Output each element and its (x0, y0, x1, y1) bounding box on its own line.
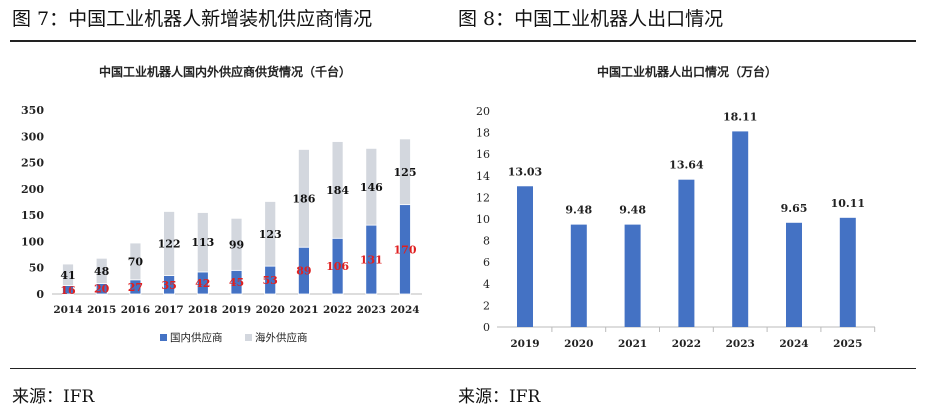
data-label: 42 (195, 277, 210, 290)
data-label: 113 (191, 236, 214, 249)
x-tick-label: 2023 (726, 338, 755, 350)
y-tick-label: 0 (483, 321, 490, 334)
bar-overseas (297, 149, 310, 248)
legend-swatch (245, 334, 252, 341)
data-label: 170 (394, 243, 417, 256)
data-label: 20 (94, 283, 110, 296)
data-label: 48 (94, 265, 110, 278)
legend-label: 海外供应商 (255, 331, 308, 344)
top-rule (10, 40, 916, 42)
bar-overseas (264, 201, 277, 267)
figure-7-source: 来源：IFR (12, 387, 95, 407)
figure-7-caption: 图 7：中国工业机器人新增装机供应商情况 (12, 8, 373, 30)
y-tick-label: 8 (483, 235, 490, 248)
data-label: 10.11 (831, 197, 865, 210)
bar-overseas (331, 141, 344, 239)
y-tick-label: 2 (483, 299, 490, 312)
x-tick-label: 2019 (510, 338, 539, 350)
y-tick-label: 0 (36, 288, 44, 301)
y-tick-label: 150 (21, 209, 44, 222)
bottom-rule (10, 368, 916, 369)
data-label: 18.11 (723, 110, 757, 123)
data-label: 99 (229, 238, 244, 251)
y-tick-label: 300 (21, 130, 44, 143)
y-tick-label: 50 (29, 262, 45, 275)
y-tick-label: 14 (476, 170, 490, 183)
x-tick-label: 2021 (289, 304, 318, 316)
x-tick-label: 2020 (564, 338, 593, 350)
y-tick-label: 18 (476, 127, 490, 140)
chart-title: 中国工业机器人国内外供应商供货情况（千台） (99, 64, 351, 79)
x-tick-label: 2022 (672, 338, 701, 350)
bar-overseas (95, 257, 108, 284)
data-label: 106 (326, 260, 349, 273)
data-label: 146 (360, 181, 383, 194)
data-label: 125 (394, 166, 417, 179)
x-tick-label: 2025 (833, 338, 862, 350)
x-tick-label: 2017 (154, 304, 183, 316)
figure-8-source: 来源：IFR (458, 387, 541, 407)
data-label: 89 (296, 265, 311, 278)
x-tick-label: 2019 (222, 304, 251, 316)
data-label: 186 (292, 192, 315, 205)
x-tick-label: 2024 (779, 338, 808, 350)
y-tick-label: 200 (21, 183, 44, 196)
y-tick-label: 6 (483, 256, 490, 269)
data-label: 9.65 (781, 202, 808, 215)
data-label: 53 (263, 274, 278, 287)
x-tick-label: 2021 (618, 338, 647, 350)
bar (786, 222, 802, 327)
legend-swatch (160, 334, 167, 341)
bar-overseas (365, 147, 378, 226)
bar-overseas (129, 242, 142, 281)
y-tick-label: 250 (21, 157, 44, 170)
bar-overseas (62, 263, 74, 286)
data-label: 131 (360, 254, 383, 267)
x-tick-label: 2014 (53, 304, 82, 316)
bar (624, 224, 641, 327)
bar (517, 186, 533, 327)
bar (732, 131, 749, 327)
data-label: 123 (259, 228, 282, 241)
bar-overseas (230, 217, 243, 271)
y-tick-label: 12 (476, 191, 490, 204)
y-tick-label: 20 (476, 105, 490, 118)
legend-label: 国内供应商 (170, 331, 223, 344)
x-tick-label: 2018 (188, 304, 217, 316)
bar-overseas (399, 138, 411, 206)
data-label: 70 (128, 255, 144, 268)
data-label: 35 (161, 279, 176, 292)
data-label: 41 (60, 269, 75, 282)
data-label: 122 (158, 238, 181, 251)
y-tick-label: 4 (483, 278, 490, 291)
data-label: 27 (128, 281, 143, 294)
figure-8-caption: 图 8：中国工业机器人出口情况 (458, 8, 724, 30)
bar (839, 217, 856, 327)
x-tick-label: 2024 (390, 304, 419, 316)
data-label: 45 (229, 276, 244, 289)
chart-title: 中国工业机器人出口情况（万台） (597, 64, 777, 79)
x-tick-label: 2020 (256, 304, 285, 316)
y-tick-label: 10 (476, 213, 490, 226)
bar-overseas (163, 211, 176, 277)
bar (570, 224, 587, 327)
y-tick-label: 350 (21, 104, 44, 117)
data-label: 184 (326, 184, 349, 197)
x-tick-label: 2015 (87, 304, 116, 316)
x-tick-label: 2022 (323, 304, 352, 316)
data-label: 9.48 (565, 204, 592, 217)
data-label: 9.48 (619, 204, 646, 217)
y-tick-label: 100 (21, 235, 44, 248)
x-tick-label: 2016 (121, 304, 150, 316)
data-label: 13.03 (508, 165, 542, 178)
bar-overseas (196, 212, 209, 273)
x-tick-label: 2023 (357, 304, 386, 316)
data-label: 16 (60, 284, 76, 297)
data-label: 13.64 (669, 159, 704, 172)
y-tick-label: 16 (476, 148, 490, 161)
bar (678, 179, 695, 327)
